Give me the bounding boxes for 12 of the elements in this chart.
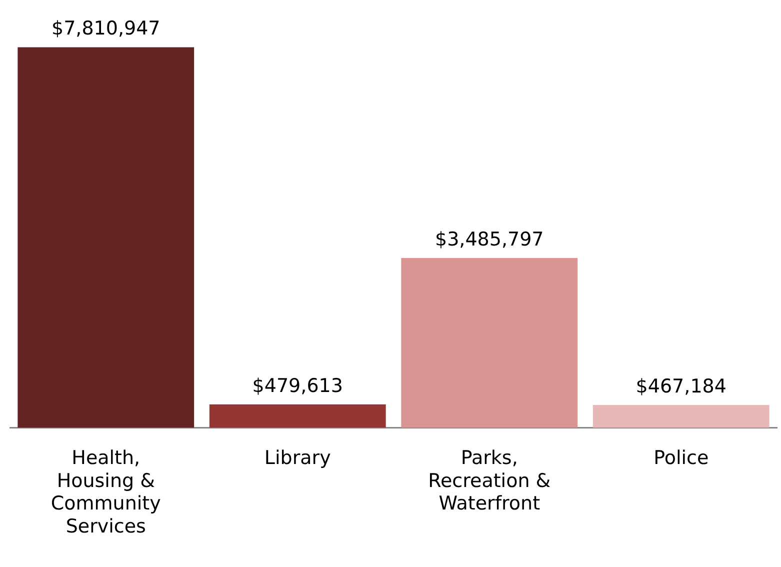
bar [209, 404, 386, 428]
bar [401, 258, 578, 428]
x-tick-label: Police [654, 447, 709, 470]
data-label: $3,485,797 [434, 228, 544, 250]
bar [592, 405, 770, 428]
bar [18, 47, 194, 428]
x-tick-label: Parks, Recreation & Waterfront [428, 447, 551, 515]
x-tick-label: Health, Housing & Community Services [50, 447, 161, 538]
data-label: $479,613 [252, 374, 343, 397]
data-label: $467,184 [636, 375, 726, 398]
data-label: $7,810,947 [51, 18, 160, 40]
x-tick-label: Library [264, 447, 331, 470]
